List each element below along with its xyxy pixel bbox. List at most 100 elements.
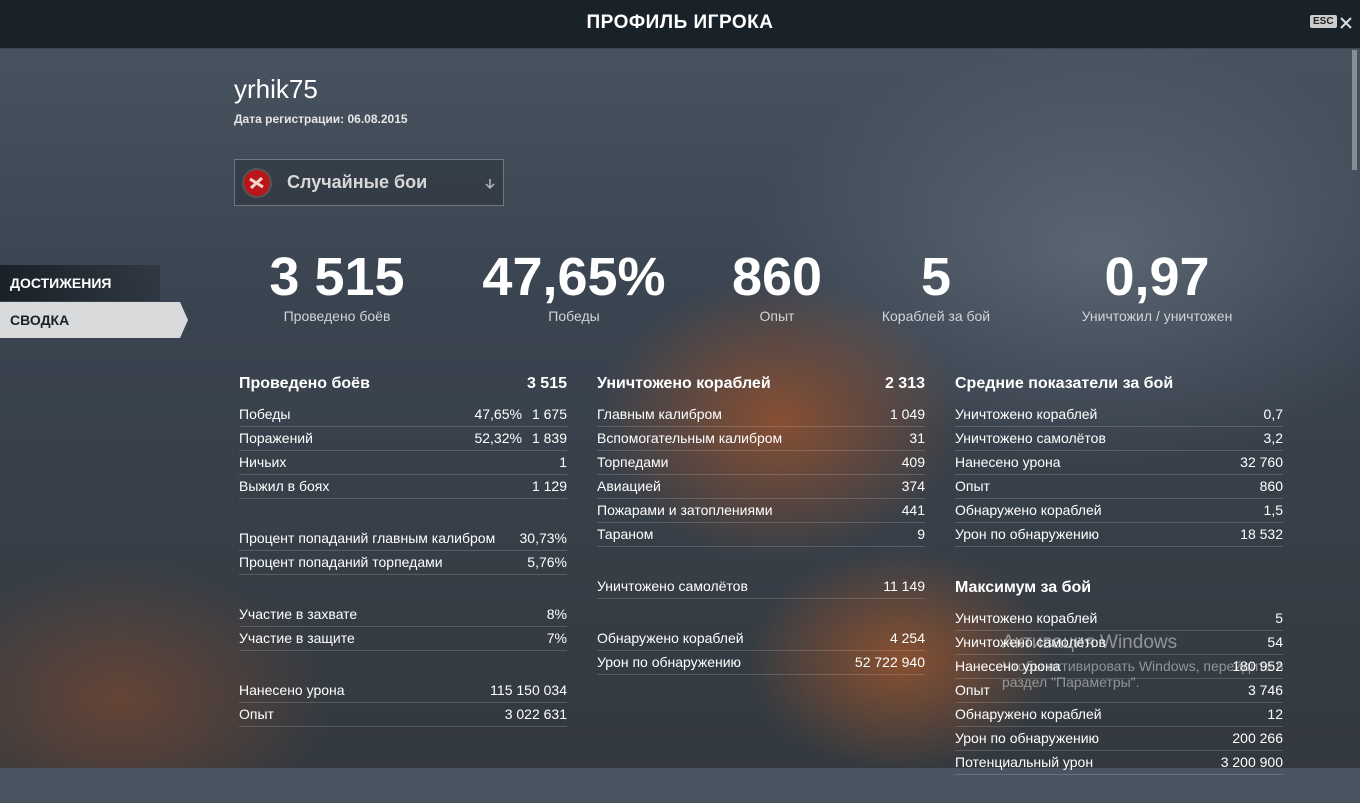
stat-value: 3 200 900 bbox=[1220, 754, 1283, 770]
stat-value: 9 bbox=[917, 526, 925, 542]
stat-label: Уничтожено самолётов bbox=[955, 634, 1106, 650]
spacer bbox=[661, 475, 902, 498]
spacer bbox=[1099, 727, 1232, 750]
close-button[interactable] bbox=[1340, 17, 1352, 29]
stat-label: Процент попаданий торпедами bbox=[239, 554, 443, 570]
stat-row: Участие в захвате 8% bbox=[239, 603, 567, 627]
stat-row: Урон по обнаружению 18 532 bbox=[955, 523, 1283, 547]
stat-label: Обнаружено кораблей bbox=[955, 706, 1102, 722]
stat-label: Урон по обнаружению bbox=[955, 730, 1100, 746]
section-header: Проведено боёв 3 515 bbox=[239, 371, 567, 403]
top-bar: ПРОФИЛЬ ИГРОКА ESC bbox=[0, 0, 1360, 49]
page: ПРОФИЛЬ ИГРОКА ESC yrhik75 Дата регистра… bbox=[0, 0, 1360, 768]
section-header: Средние показатели за бой bbox=[955, 371, 1283, 403]
stat-row: Выжил в боях 1 129 bbox=[239, 475, 567, 499]
stat-label: Поражений bbox=[239, 430, 313, 446]
stat-label: Уничтожено самолётов bbox=[597, 578, 748, 594]
spacer bbox=[741, 651, 855, 674]
stat-value: 1 bbox=[559, 454, 567, 470]
sidebar-tab-active[interactable]: СВОДКА bbox=[0, 302, 188, 338]
section-title: Уничтожено кораблей bbox=[597, 375, 771, 392]
stat-value: 5,76% bbox=[527, 554, 567, 570]
spacer bbox=[771, 371, 885, 403]
stat-label: Обнаружено кораблей bbox=[955, 502, 1102, 518]
stat-row: Урон по обнаружению 200 266 bbox=[955, 727, 1283, 751]
stat-value: 1 049 bbox=[889, 406, 925, 422]
stat-label: Нанесено урона bbox=[955, 454, 1061, 470]
section-title: Максимум за бой bbox=[955, 579, 1092, 596]
stat-value: 1 675 bbox=[531, 406, 567, 422]
summary-stat: 5 Кораблей за бой bbox=[816, 246, 1056, 324]
stats-block: Максимум за бой Уничтожено кораблей 5 Уничт… bbox=[955, 575, 1283, 775]
stat-value: 0,7 bbox=[1263, 406, 1283, 422]
stat-row: Уничтожено самолётов 54 bbox=[955, 631, 1283, 655]
stats-block: Нанесено урона 115 150 034 Опыт 3 022 631 bbox=[239, 679, 567, 727]
stat-value: 200 266 bbox=[1232, 730, 1283, 746]
stat-row: Урон по обнаружению 52 722 940 bbox=[597, 651, 925, 675]
spacer bbox=[1173, 371, 1283, 403]
stat-label: Урон по обнаружению bbox=[597, 654, 742, 670]
spacer bbox=[443, 551, 528, 574]
spacer bbox=[1102, 703, 1268, 726]
stats-block: Участие в захвате 8% Участие в защите 7% bbox=[239, 603, 567, 651]
stat-row: Тараном 9 bbox=[597, 523, 925, 547]
player-name: yrhik75 bbox=[234, 74, 318, 104]
watermark-title: Активация Windows bbox=[1002, 632, 1178, 653]
stat-label: Урон по обнаружению bbox=[955, 526, 1100, 542]
stat-value: 441 bbox=[901, 502, 925, 518]
stat-value: 1,5 bbox=[1263, 502, 1283, 518]
windows-watermark: Активация Windows Чтобы активировать Win… bbox=[1002, 632, 1322, 690]
spacer bbox=[722, 403, 890, 426]
section-title: Средние показатели за бой bbox=[955, 375, 1174, 392]
header-title: ПРОФИЛЬ ИГРОКА bbox=[586, 12, 774, 33]
summary-stat: 3 515 Проведено боёв bbox=[217, 246, 457, 324]
section-title: Проведено боёв bbox=[239, 375, 370, 392]
stat-value: 52 722 940 bbox=[854, 654, 925, 670]
stat-label: Потенциальный урон bbox=[955, 754, 1094, 770]
summary-label: Победы bbox=[548, 308, 600, 324]
summary-label: Проведено боёв bbox=[283, 308, 391, 324]
stat-row: Уничтожено самолётов 3,2 bbox=[955, 427, 1283, 451]
stat-row: Ничьих 1 bbox=[239, 451, 567, 475]
stat-row: Нанесено урона 180 952 bbox=[955, 655, 1283, 679]
stat-row: Торпедами 409 bbox=[597, 451, 925, 475]
section-header: Уничтожено кораблей 2 313 bbox=[597, 371, 925, 403]
stat-value: 3 746 bbox=[1247, 682, 1283, 698]
esc-button[interactable]: ESC bbox=[1310, 15, 1337, 28]
stat-value: 54 bbox=[1267, 634, 1283, 650]
spacer bbox=[990, 679, 1248, 702]
stat-value: 1 839 bbox=[531, 430, 567, 446]
stats-column: Средние показатели за бой Уничтожено кора… bbox=[955, 371, 1283, 803]
stat-row: Поражений 52,32% 1 839 bbox=[239, 427, 567, 451]
stat-row: Участие в защите 7% bbox=[239, 627, 567, 651]
stat-row: Нанесено урона 115 150 034 bbox=[239, 679, 567, 703]
dropdown-arrow bbox=[485, 179, 495, 190]
stat-label: Пожарами и затоплениями bbox=[597, 502, 773, 518]
mode-label: Случайные бои bbox=[287, 172, 428, 192]
stat-label: Опыт bbox=[955, 682, 990, 698]
sidebar-tab[interactable]: ДОСТИЖЕНИЯ bbox=[0, 265, 160, 301]
stat-label: Главным калибром bbox=[597, 406, 722, 422]
spacer bbox=[1102, 499, 1264, 522]
stat-label: Вспомогательным калибром bbox=[597, 430, 783, 446]
stat-label: Нанесено урона bbox=[955, 658, 1061, 674]
stats-column: Проведено боёв 3 515 Победы 47,65% 1 675 Пора… bbox=[239, 371, 567, 755]
stat-label: Торпедами bbox=[597, 454, 669, 470]
scrollbar[interactable] bbox=[1352, 50, 1357, 170]
stat-percent: 52,32% bbox=[474, 430, 522, 446]
stat-value: 3 022 631 bbox=[504, 706, 567, 722]
spacer bbox=[274, 703, 505, 726]
stats-block: Средние показатели за бой Уничтожено кора… bbox=[955, 371, 1283, 547]
stat-value: 409 bbox=[901, 454, 925, 470]
spacer bbox=[1099, 523, 1240, 546]
stat-label: Опыт bbox=[239, 706, 274, 722]
spacer bbox=[329, 475, 532, 498]
spacer bbox=[669, 451, 902, 474]
stat-row: Опыт 860 bbox=[955, 475, 1283, 499]
stat-row: Авиацией 374 bbox=[597, 475, 925, 499]
stat-row: Опыт 3 022 631 bbox=[239, 703, 567, 727]
spacer bbox=[286, 451, 559, 474]
spacer bbox=[357, 603, 547, 626]
mode-dropdown[interactable]: Случайные бои bbox=[234, 159, 504, 206]
summary-stat: 47,65% Победы bbox=[454, 246, 694, 324]
